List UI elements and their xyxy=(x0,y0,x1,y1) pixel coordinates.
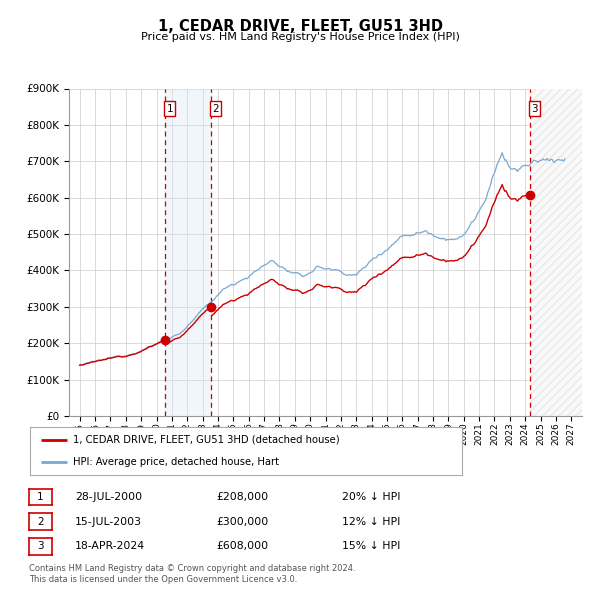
Text: £608,000: £608,000 xyxy=(216,542,268,551)
Bar xyxy=(530,88,582,416)
Text: £208,000: £208,000 xyxy=(216,492,268,502)
Text: 15% ↓ HPI: 15% ↓ HPI xyxy=(342,542,400,551)
Text: 28-JUL-2000: 28-JUL-2000 xyxy=(75,492,142,502)
Text: 3: 3 xyxy=(531,103,538,113)
Text: 2: 2 xyxy=(212,103,219,113)
Text: This data is licensed under the Open Government Licence v3.0.: This data is licensed under the Open Gov… xyxy=(29,575,297,584)
Bar xyxy=(530,88,582,416)
Text: 3: 3 xyxy=(37,542,44,551)
Text: £300,000: £300,000 xyxy=(216,517,268,526)
Text: 1: 1 xyxy=(37,492,44,502)
Text: 1, CEDAR DRIVE, FLEET, GU51 3HD (detached house): 1, CEDAR DRIVE, FLEET, GU51 3HD (detache… xyxy=(73,435,340,445)
Text: 1: 1 xyxy=(166,103,173,113)
Text: 15-JUL-2003: 15-JUL-2003 xyxy=(75,517,142,526)
Text: 18-APR-2024: 18-APR-2024 xyxy=(75,542,145,551)
Bar xyxy=(165,88,211,416)
Text: Price paid vs. HM Land Registry's House Price Index (HPI): Price paid vs. HM Land Registry's House … xyxy=(140,32,460,42)
Text: 1, CEDAR DRIVE, FLEET, GU51 3HD: 1, CEDAR DRIVE, FLEET, GU51 3HD xyxy=(157,19,443,34)
Text: Contains HM Land Registry data © Crown copyright and database right 2024.: Contains HM Land Registry data © Crown c… xyxy=(29,565,355,573)
Text: 12% ↓ HPI: 12% ↓ HPI xyxy=(342,517,400,526)
Text: 2: 2 xyxy=(37,517,44,526)
Text: HPI: Average price, detached house, Hart: HPI: Average price, detached house, Hart xyxy=(73,457,279,467)
Text: 20% ↓ HPI: 20% ↓ HPI xyxy=(342,492,401,502)
